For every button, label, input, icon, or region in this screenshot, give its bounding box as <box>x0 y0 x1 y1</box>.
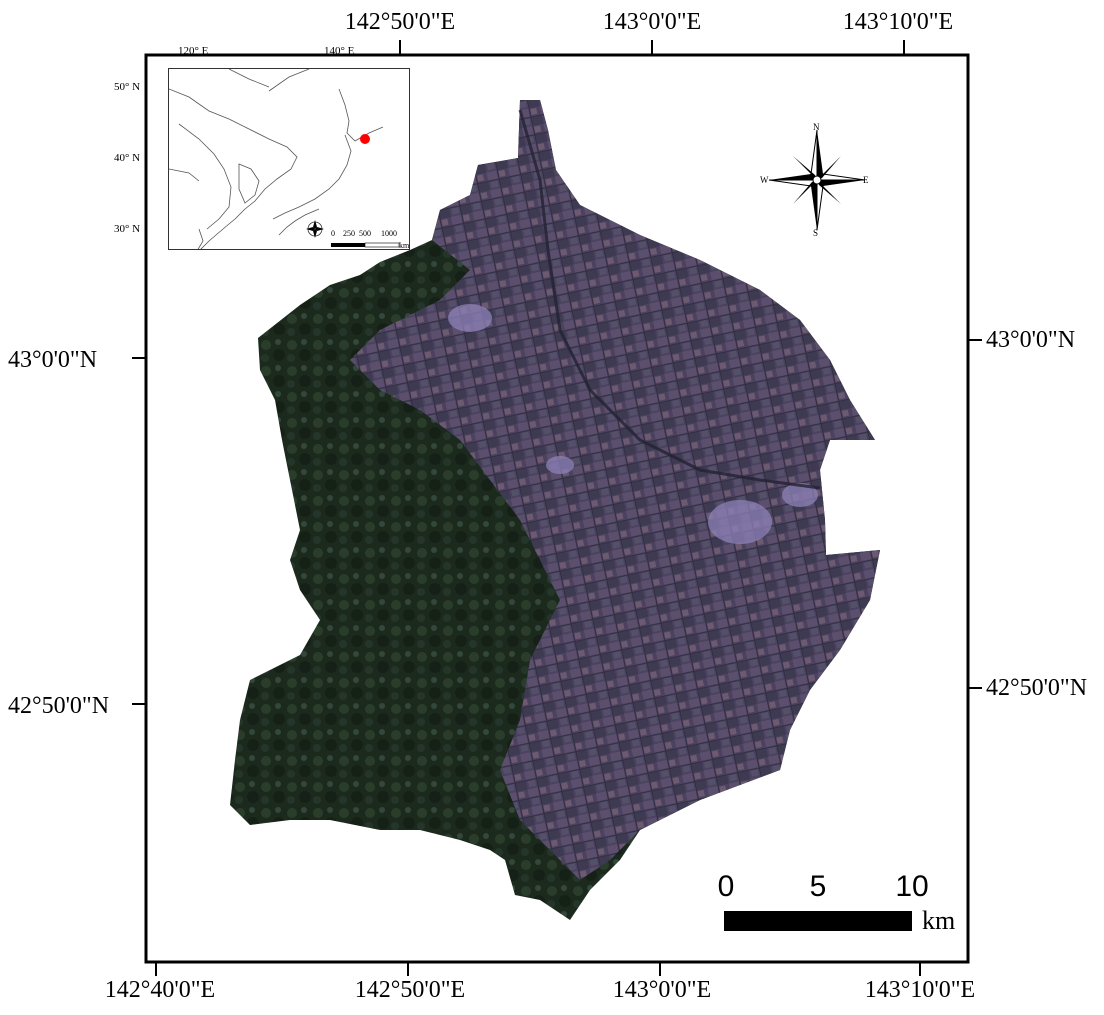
inset-coastlines <box>169 69 400 249</box>
urban-areas <box>448 304 818 544</box>
inset-lat-label-50: 50° N <box>114 81 141 93</box>
compass-east-label: E <box>863 175 869 185</box>
top-lon-label: 143°0'0"E <box>602 9 702 35</box>
left-tick-marks <box>132 357 146 705</box>
scale-bar <box>724 911 912 931</box>
compass-rose-icon <box>768 129 866 231</box>
inset-compass-icon <box>306 220 324 238</box>
inset-scale-bar <box>331 243 365 247</box>
inset-lat-label-30: 30° N <box>114 223 141 235</box>
inset-locator-map: 0 250 500 1000 km <box>168 68 410 250</box>
study-area-farmland <box>350 100 880 880</box>
right-lat-label: 42°50'0"N <box>986 675 1088 701</box>
inset-scale-label: 250 <box>343 229 355 238</box>
study-area-marker <box>360 134 370 144</box>
inset-scale-label: 1000 <box>381 229 397 238</box>
river <box>518 109 821 490</box>
scale-unit: km <box>922 906 956 935</box>
top-lon-label: 142°50'0"E <box>344 9 456 35</box>
scale-label-10: 10 <box>895 870 929 903</box>
compass-north-label: N <box>813 122 820 132</box>
bottom-lon-label: 142°50'0"E <box>354 977 466 1003</box>
scale-label-5: 5 <box>809 870 827 903</box>
inset-lon-label-140: 140° E <box>324 45 355 57</box>
right-tick-marks <box>968 339 982 689</box>
bottom-lon-label: 143°10'0"E <box>864 977 976 1003</box>
compass-west-label: W <box>760 175 769 185</box>
scale-label-0: 0 <box>717 870 735 903</box>
bottom-lon-label: 142°40'0"E <box>104 977 216 1003</box>
right-lat-label: 43°0'0"N <box>986 327 1076 353</box>
inset-lat-label-40: 40° N <box>114 152 141 164</box>
inset-scale-unit: km <box>399 241 410 250</box>
left-lat-label: 43°0'0"N <box>8 347 98 373</box>
inset-scale-label: 0 <box>331 229 335 238</box>
inset-lon-label-120: 120° E <box>178 45 209 57</box>
bottom-lon-label: 143°0'0"E <box>612 977 712 1003</box>
bottom-tick-marks <box>155 962 921 976</box>
left-lat-label: 42°50'0"N <box>8 693 110 719</box>
top-lon-label: 143°10'0"E <box>842 9 954 35</box>
compass-south-label: S <box>813 228 819 238</box>
map-border <box>144 53 970 964</box>
top-tick-marks <box>399 40 905 55</box>
inset-scale-label: 500 <box>359 229 371 238</box>
